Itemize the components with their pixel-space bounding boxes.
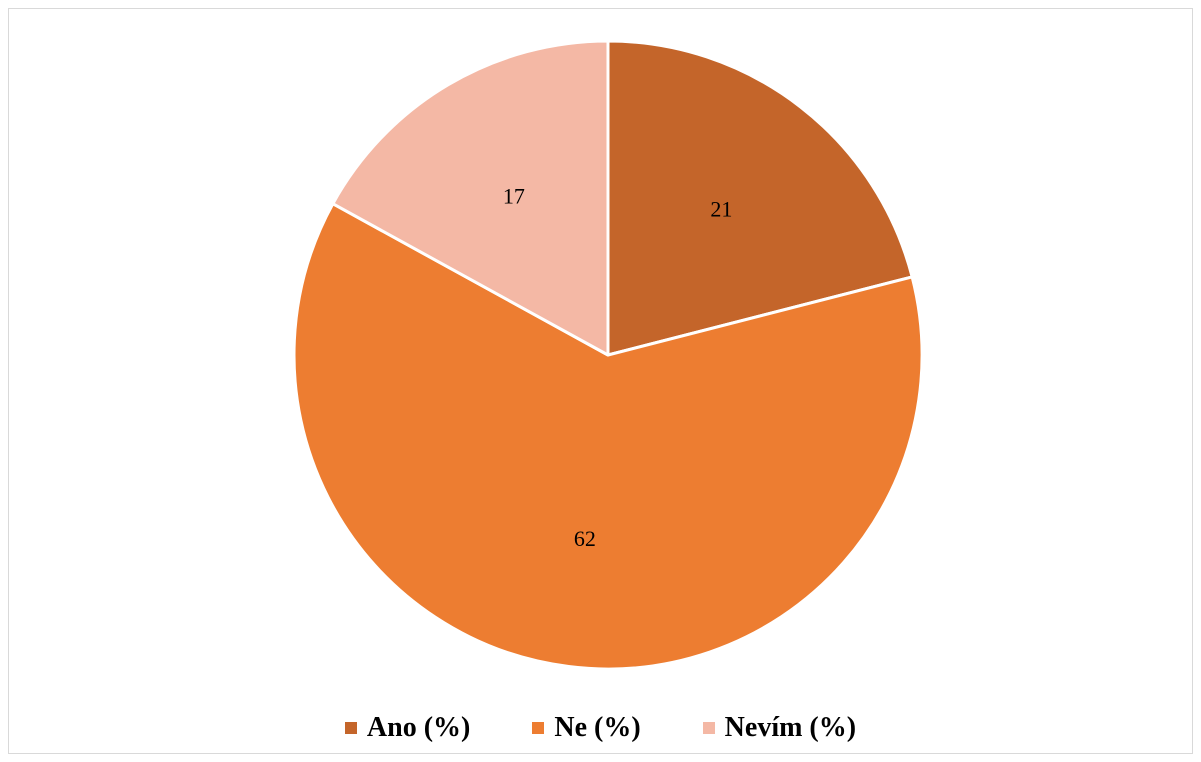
legend-label-nevim: Nevím (%) <box>724 712 857 743</box>
legend-swatch-ano <box>344 722 357 734</box>
legend-label-ano: Ano (%) <box>366 712 471 743</box>
legend-label-ne: Ne (%) <box>554 712 641 743</box>
legend-item-ano: Ano (%) <box>344 712 471 743</box>
pie-slice-1 <box>292 202 924 671</box>
pie-slice-2 <box>331 39 610 357</box>
legend-item-ne: Ne (%) <box>532 712 641 743</box>
pie-slice-0 <box>606 39 914 357</box>
pie-data-label-2: 17 <box>503 183 525 208</box>
legend: Ano (%) Ne (%) Nevím (%) <box>0 710 1201 746</box>
pie-data-label-0: 21 <box>710 196 732 221</box>
pie-slices <box>292 39 924 671</box>
pie-data-labels: 21 62 17 <box>503 183 733 551</box>
pie-data-label-1: 62 <box>574 526 596 551</box>
legend-swatch-ne <box>532 722 545 734</box>
legend-item-nevim: Nevím (%) <box>702 712 857 743</box>
legend-swatch-nevim <box>702 722 715 734</box>
